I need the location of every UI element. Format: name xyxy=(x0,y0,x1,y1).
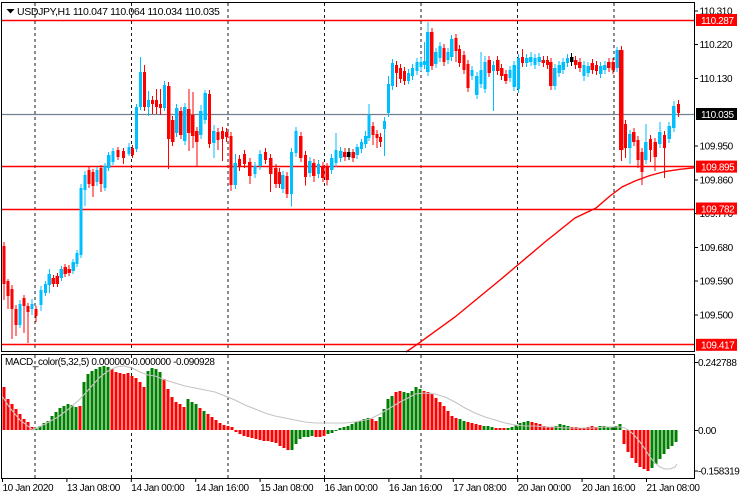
svg-text:110.220: 110.220 xyxy=(700,40,733,51)
svg-text:17 Jan 08:00: 17 Jan 08:00 xyxy=(453,483,507,494)
svg-text:15 Jan 08:00: 15 Jan 08:00 xyxy=(260,483,314,494)
svg-text:MACD_color(5,32,5) 0.000000 0.: MACD_color(5,32,5) 0.000000 0.000000 -0.… xyxy=(5,357,215,368)
svg-text:109.782: 109.782 xyxy=(701,204,735,215)
svg-text:110.310: 110.310 xyxy=(700,6,733,17)
svg-text:110.130: 110.130 xyxy=(700,74,733,85)
svg-text:14 Jan 16:00: 14 Jan 16:00 xyxy=(196,483,250,494)
svg-text:10 Jan 2020: 10 Jan 2020 xyxy=(3,483,54,494)
svg-text:109.417: 109.417 xyxy=(701,341,735,352)
svg-text:0.242788: 0.242788 xyxy=(698,358,737,369)
svg-text:16 Jan 00:00: 16 Jan 00:00 xyxy=(325,483,379,494)
svg-text:USDJPY,H1 110.047 110.064 110: USDJPY,H1 110.047 110.064 110.034 110.03… xyxy=(17,6,220,18)
svg-text:110.035: 110.035 xyxy=(701,110,734,121)
svg-text:0.00: 0.00 xyxy=(698,426,717,437)
svg-text:13 Jan 08:00: 13 Jan 08:00 xyxy=(67,483,121,494)
svg-text:20 Jan 16:00: 20 Jan 16:00 xyxy=(582,483,636,494)
svg-text:110.287: 110.287 xyxy=(701,16,734,27)
svg-text:16 Jan 16:00: 16 Jan 16:00 xyxy=(389,483,443,494)
svg-text:-0.158319: -0.158319 xyxy=(698,466,740,477)
svg-text:109.895: 109.895 xyxy=(701,162,735,173)
svg-text:109.950: 109.950 xyxy=(700,142,734,153)
svg-text:14 Jan 00:00: 14 Jan 00:00 xyxy=(131,483,185,494)
svg-text:21 Jan 08:00: 21 Jan 08:00 xyxy=(647,483,701,494)
svg-text:109.590: 109.590 xyxy=(700,277,734,288)
svg-text:20 Jan 00:00: 20 Jan 00:00 xyxy=(518,483,572,494)
svg-text:109.860: 109.860 xyxy=(700,175,734,186)
svg-text:109.500: 109.500 xyxy=(700,310,734,321)
svg-text:109.680: 109.680 xyxy=(700,243,734,254)
